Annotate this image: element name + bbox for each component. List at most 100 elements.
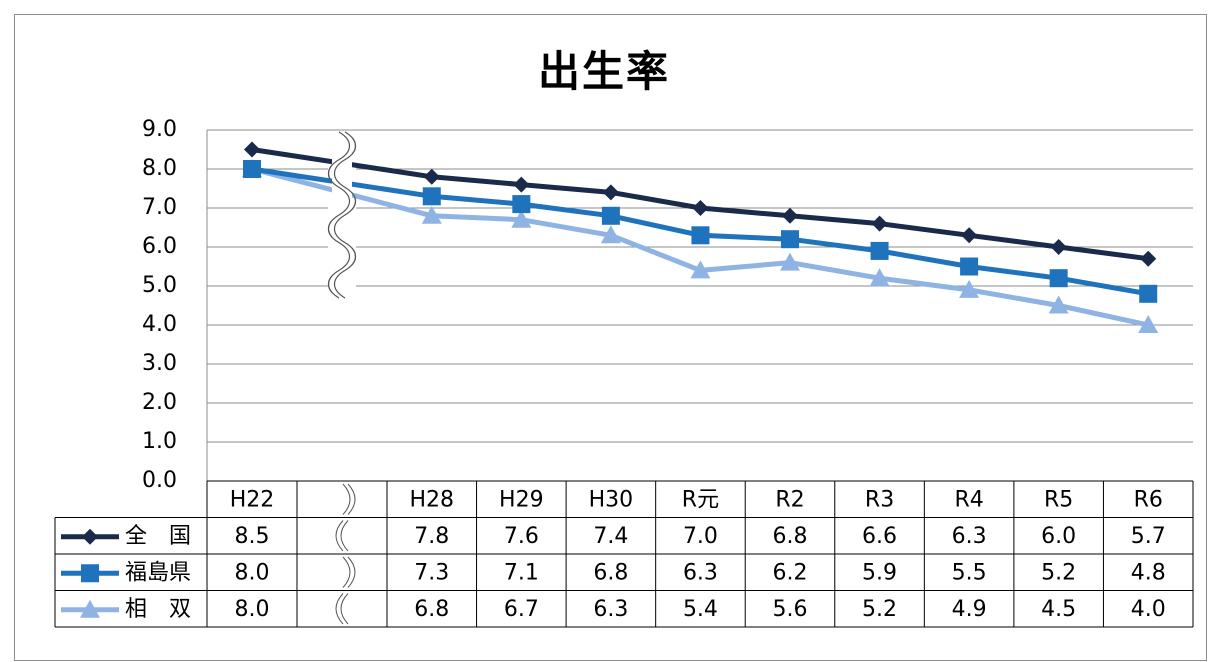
- category-label: R4: [954, 487, 983, 512]
- data-point: [1139, 284, 1158, 303]
- y-tick-label: 9.0: [142, 117, 177, 142]
- data-point: [959, 279, 980, 298]
- data-label: 5.7: [1131, 524, 1166, 549]
- data-label: 7.8: [414, 524, 449, 549]
- axis-break-mark: [342, 556, 351, 588]
- category-label: H22: [230, 487, 275, 512]
- axis-break-mark: [333, 131, 357, 299]
- legend-marker: [80, 599, 100, 618]
- data-point: [513, 176, 530, 193]
- legend-label: 福島県: [125, 560, 191, 585]
- data-label: 7.3: [414, 560, 449, 585]
- series-line: [251, 166, 1149, 297]
- category-label: H30: [589, 487, 634, 512]
- category-label: R5: [1044, 487, 1073, 512]
- y-tick-label: 5.0: [142, 273, 177, 298]
- axis-break-mark: [342, 483, 351, 515]
- y-tick-label: 7.0: [142, 195, 177, 220]
- data-label: 5.4: [683, 597, 718, 622]
- data-point: [780, 252, 800, 271]
- data-label: 8.5: [235, 524, 270, 549]
- y-tick-label: 1.0: [142, 429, 177, 454]
- axis-break-mark: [340, 520, 349, 552]
- data-label: 4.9: [952, 597, 987, 622]
- data-point: [244, 141, 260, 158]
- data-label: 7.1: [504, 560, 539, 585]
- y-tick-label: 0.0: [142, 468, 177, 493]
- legend-marker: [81, 564, 99, 583]
- data-point: [690, 260, 711, 279]
- category-label: R3: [865, 487, 894, 512]
- data-point: [602, 184, 619, 201]
- data-label: 6.2: [773, 560, 808, 585]
- data-label: 6.6: [862, 524, 897, 549]
- legend-label: 相 双: [125, 597, 191, 622]
- data-point: [1138, 315, 1159, 333]
- data-label: 5.5: [952, 560, 987, 585]
- data-label: 5.9: [862, 560, 897, 585]
- category-label: H29: [499, 487, 544, 512]
- data-point: [961, 227, 978, 244]
- data-label: 7.4: [593, 524, 628, 549]
- data-label: 5.2: [862, 597, 897, 622]
- axis-break-mark: [340, 593, 349, 625]
- data-label: 7.6: [504, 524, 539, 549]
- data-point: [960, 257, 979, 276]
- data-point: [692, 200, 709, 216]
- category-label: R6: [1134, 487, 1163, 512]
- data-point: [781, 230, 799, 249]
- data-label: 6.0: [1041, 524, 1076, 549]
- legend-marker: [82, 528, 98, 545]
- data-point: [1140, 250, 1157, 267]
- y-tick-label: 4.0: [142, 312, 177, 337]
- y-tick-label: 2.0: [142, 390, 177, 415]
- data-point: [421, 205, 442, 224]
- axis-break-mark: [335, 520, 344, 552]
- legend-label: 全 国: [125, 524, 191, 549]
- data-label: 6.8: [773, 524, 808, 549]
- data-point: [512, 195, 531, 214]
- axis-break-mark: [335, 593, 344, 625]
- category-label: H28: [410, 487, 455, 512]
- data-label: 6.8: [593, 560, 628, 585]
- data-point: [870, 241, 889, 260]
- data-point: [1050, 239, 1067, 255]
- data-label: 8.0: [235, 560, 270, 585]
- data-label: 6.7: [504, 597, 539, 622]
- data-label: 6.3: [952, 524, 987, 549]
- data-point: [601, 206, 620, 225]
- axis-break-mark: [347, 483, 356, 515]
- data-label: 8.0: [235, 597, 270, 622]
- axis-break-mark: [347, 556, 356, 588]
- data-point: [871, 215, 888, 232]
- data-point: [600, 225, 621, 244]
- y-tick-label: 6.0: [142, 234, 177, 259]
- series-line: [251, 166, 1149, 328]
- axis-break-mark: [327, 131, 351, 299]
- data-point: [1048, 295, 1069, 314]
- data-point: [243, 160, 261, 178]
- y-tick-label: 8.0: [142, 156, 177, 181]
- category-label: R2: [775, 487, 804, 512]
- data-label: 5.6: [773, 597, 808, 622]
- data-point: [1049, 269, 1068, 288]
- data-label: 5.2: [1041, 560, 1076, 585]
- data-point: [691, 226, 710, 245]
- data-point: [511, 209, 532, 228]
- data-point: [782, 207, 798, 224]
- category-label: R元: [682, 487, 719, 512]
- data-label: 7.0: [683, 524, 718, 549]
- data-label: 6.3: [683, 560, 718, 585]
- series-line: [251, 147, 1149, 262]
- data-label: 6.3: [593, 597, 628, 622]
- data-point: [869, 268, 890, 287]
- data-point: [423, 168, 440, 185]
- data-point: [422, 187, 441, 206]
- axis-break-mask: [332, 132, 352, 298]
- data-label: 4.0: [1131, 597, 1166, 622]
- chart-title: 出生率: [537, 47, 670, 96]
- data-label: 6.8: [414, 597, 449, 622]
- data-label: 4.5: [1041, 597, 1076, 622]
- y-tick-label: 3.0: [142, 351, 177, 376]
